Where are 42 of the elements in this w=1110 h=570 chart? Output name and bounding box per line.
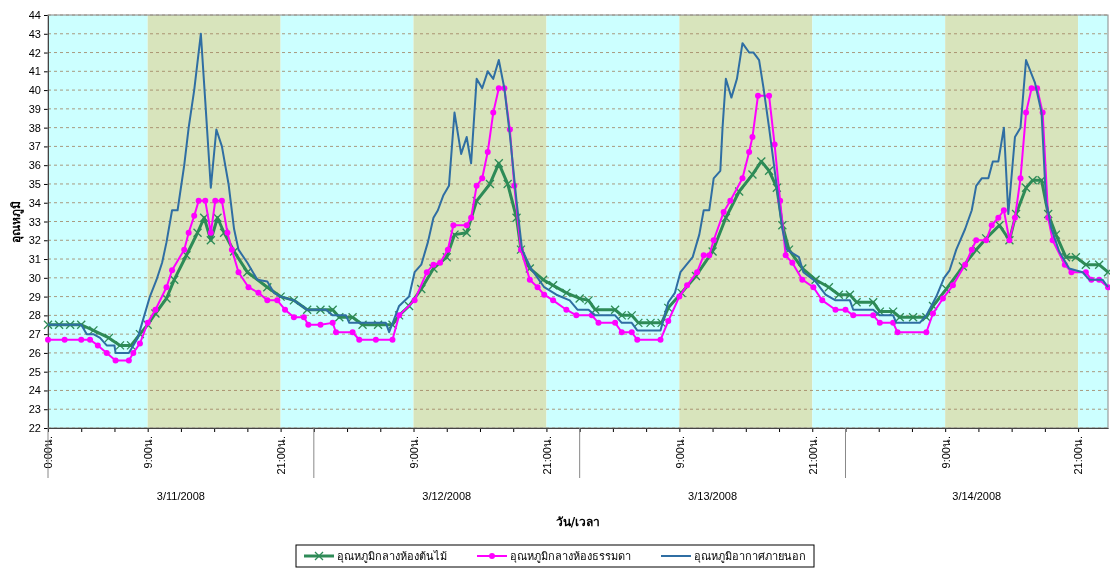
y-tick-label: 30 <box>28 271 41 284</box>
y-axis-title: อุณหภูมิ <box>9 200 24 243</box>
y-tick-label: 37 <box>28 140 41 153</box>
y-tick-label: 42 <box>28 46 41 59</box>
x-axis-title: วัน/เวลา <box>555 515 601 529</box>
text: 3/14/2008 <box>952 490 1002 502</box>
y-tick-label: 36 <box>28 159 41 172</box>
y-tick-label: 44 <box>28 9 41 22</box>
y-tick-label: 22 <box>28 422 41 435</box>
text: 3/13/2008 <box>688 490 738 502</box>
x-tick-label: 9:00น. <box>142 436 155 469</box>
y-tick-label: 40 <box>28 84 41 97</box>
y-tick-label: 41 <box>28 65 41 78</box>
y-tick-label: 34 <box>28 196 41 209</box>
x-tick-label: 9:00น. <box>939 436 952 469</box>
y-tick-label: 26 <box>28 346 41 359</box>
y-tick-label: 39 <box>28 102 41 115</box>
legend-label: อุณหภูมิกลางห้องธรรมดา <box>510 550 631 563</box>
legend-label: อุณหภูมิอากาศภายนอก <box>694 550 806 563</box>
y-tick-label: 27 <box>28 328 41 341</box>
y-tick-label: 28 <box>28 309 41 322</box>
text: 3/11/2008 <box>156 490 205 502</box>
y-tick-label: 33 <box>28 215 41 228</box>
y-tick-label: 31 <box>28 253 41 266</box>
y-tick-label: 25 <box>28 365 41 378</box>
line-series <box>47 32 1109 354</box>
x-tick-label: 21:00น. <box>806 436 819 475</box>
y-tick-label: 43 <box>28 27 41 40</box>
y-tick-label: 32 <box>28 234 41 247</box>
y-tick-label: 23 <box>28 403 41 416</box>
x-tick-label: 9:00น. <box>673 436 686 469</box>
text: 3/12/2008 <box>422 490 472 502</box>
x-tick-label: 21:00น. <box>540 436 553 475</box>
y-tick-label: 24 <box>28 384 41 397</box>
x-tick-label: 9:00น. <box>407 436 420 469</box>
x-tick-label: 21:00น. <box>274 436 287 475</box>
y-tick-label: 38 <box>28 121 41 134</box>
y-tick-label: 35 <box>28 177 41 190</box>
legend-label: อุณหภูมิกลางห้องต้นไม้ <box>337 550 447 563</box>
x-tick-label: 21:00น. <box>1072 436 1085 475</box>
x-tick-label: 0:00น. <box>42 436 55 469</box>
y-tick-label: 29 <box>28 290 41 303</box>
